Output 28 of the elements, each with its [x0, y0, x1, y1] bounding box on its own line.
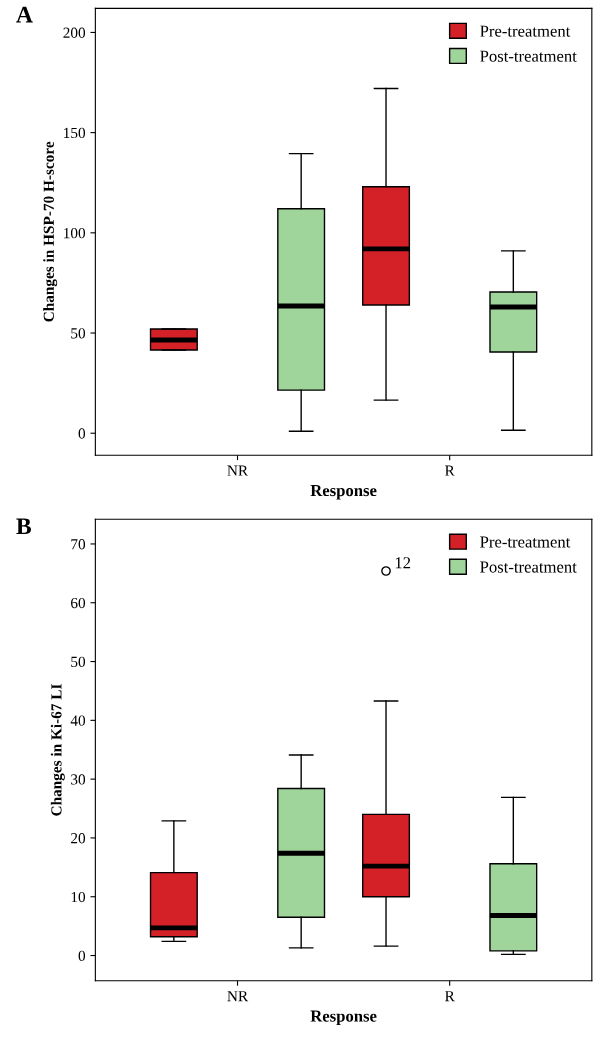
annotation: 12 — [395, 557, 411, 569]
x-tick-label: NR — [227, 991, 249, 1002]
y-axis-title: Changes in HSP-70 H-score — [43, 141, 58, 322]
legend-label: Post-treatment — [480, 50, 577, 62]
y-tick-label: 40 — [70, 715, 86, 726]
x-tick-label: NR — [227, 465, 249, 476]
chart-title: B — [16, 518, 32, 535]
legend-label: Post-treatment — [480, 561, 577, 573]
x-tick-label: R — [445, 991, 455, 1002]
y-tick-label: 20 — [71, 833, 86, 844]
legend-label: Pre-treatment — [480, 536, 571, 548]
y-tick-label: 10 — [71, 891, 86, 903]
y-tick-label: 70 — [71, 539, 86, 550]
x-tick-label: R — [445, 465, 455, 476]
x-axis-title: Response — [310, 485, 377, 500]
x-axis-title: Response — [310, 1010, 377, 1026]
y-tick-label: 0 — [78, 428, 86, 439]
y-tick-label: 150 — [64, 127, 86, 139]
y-tick-label: 0 — [78, 950, 86, 961]
y-tick-label: 50 — [71, 328, 86, 339]
y-axis-title: Changes in Ki-67 LI — [50, 684, 65, 816]
y-tick-label: 60 — [71, 597, 86, 609]
y-tick-label: 200 — [63, 27, 86, 38]
y-tick-label: 30 — [71, 774, 86, 785]
y-tick-label: 50 — [71, 656, 86, 667]
y-tick-label: 100 — [64, 227, 86, 239]
chart-title: A — [16, 6, 33, 23]
legend-label: Pre-treatment — [480, 25, 571, 37]
